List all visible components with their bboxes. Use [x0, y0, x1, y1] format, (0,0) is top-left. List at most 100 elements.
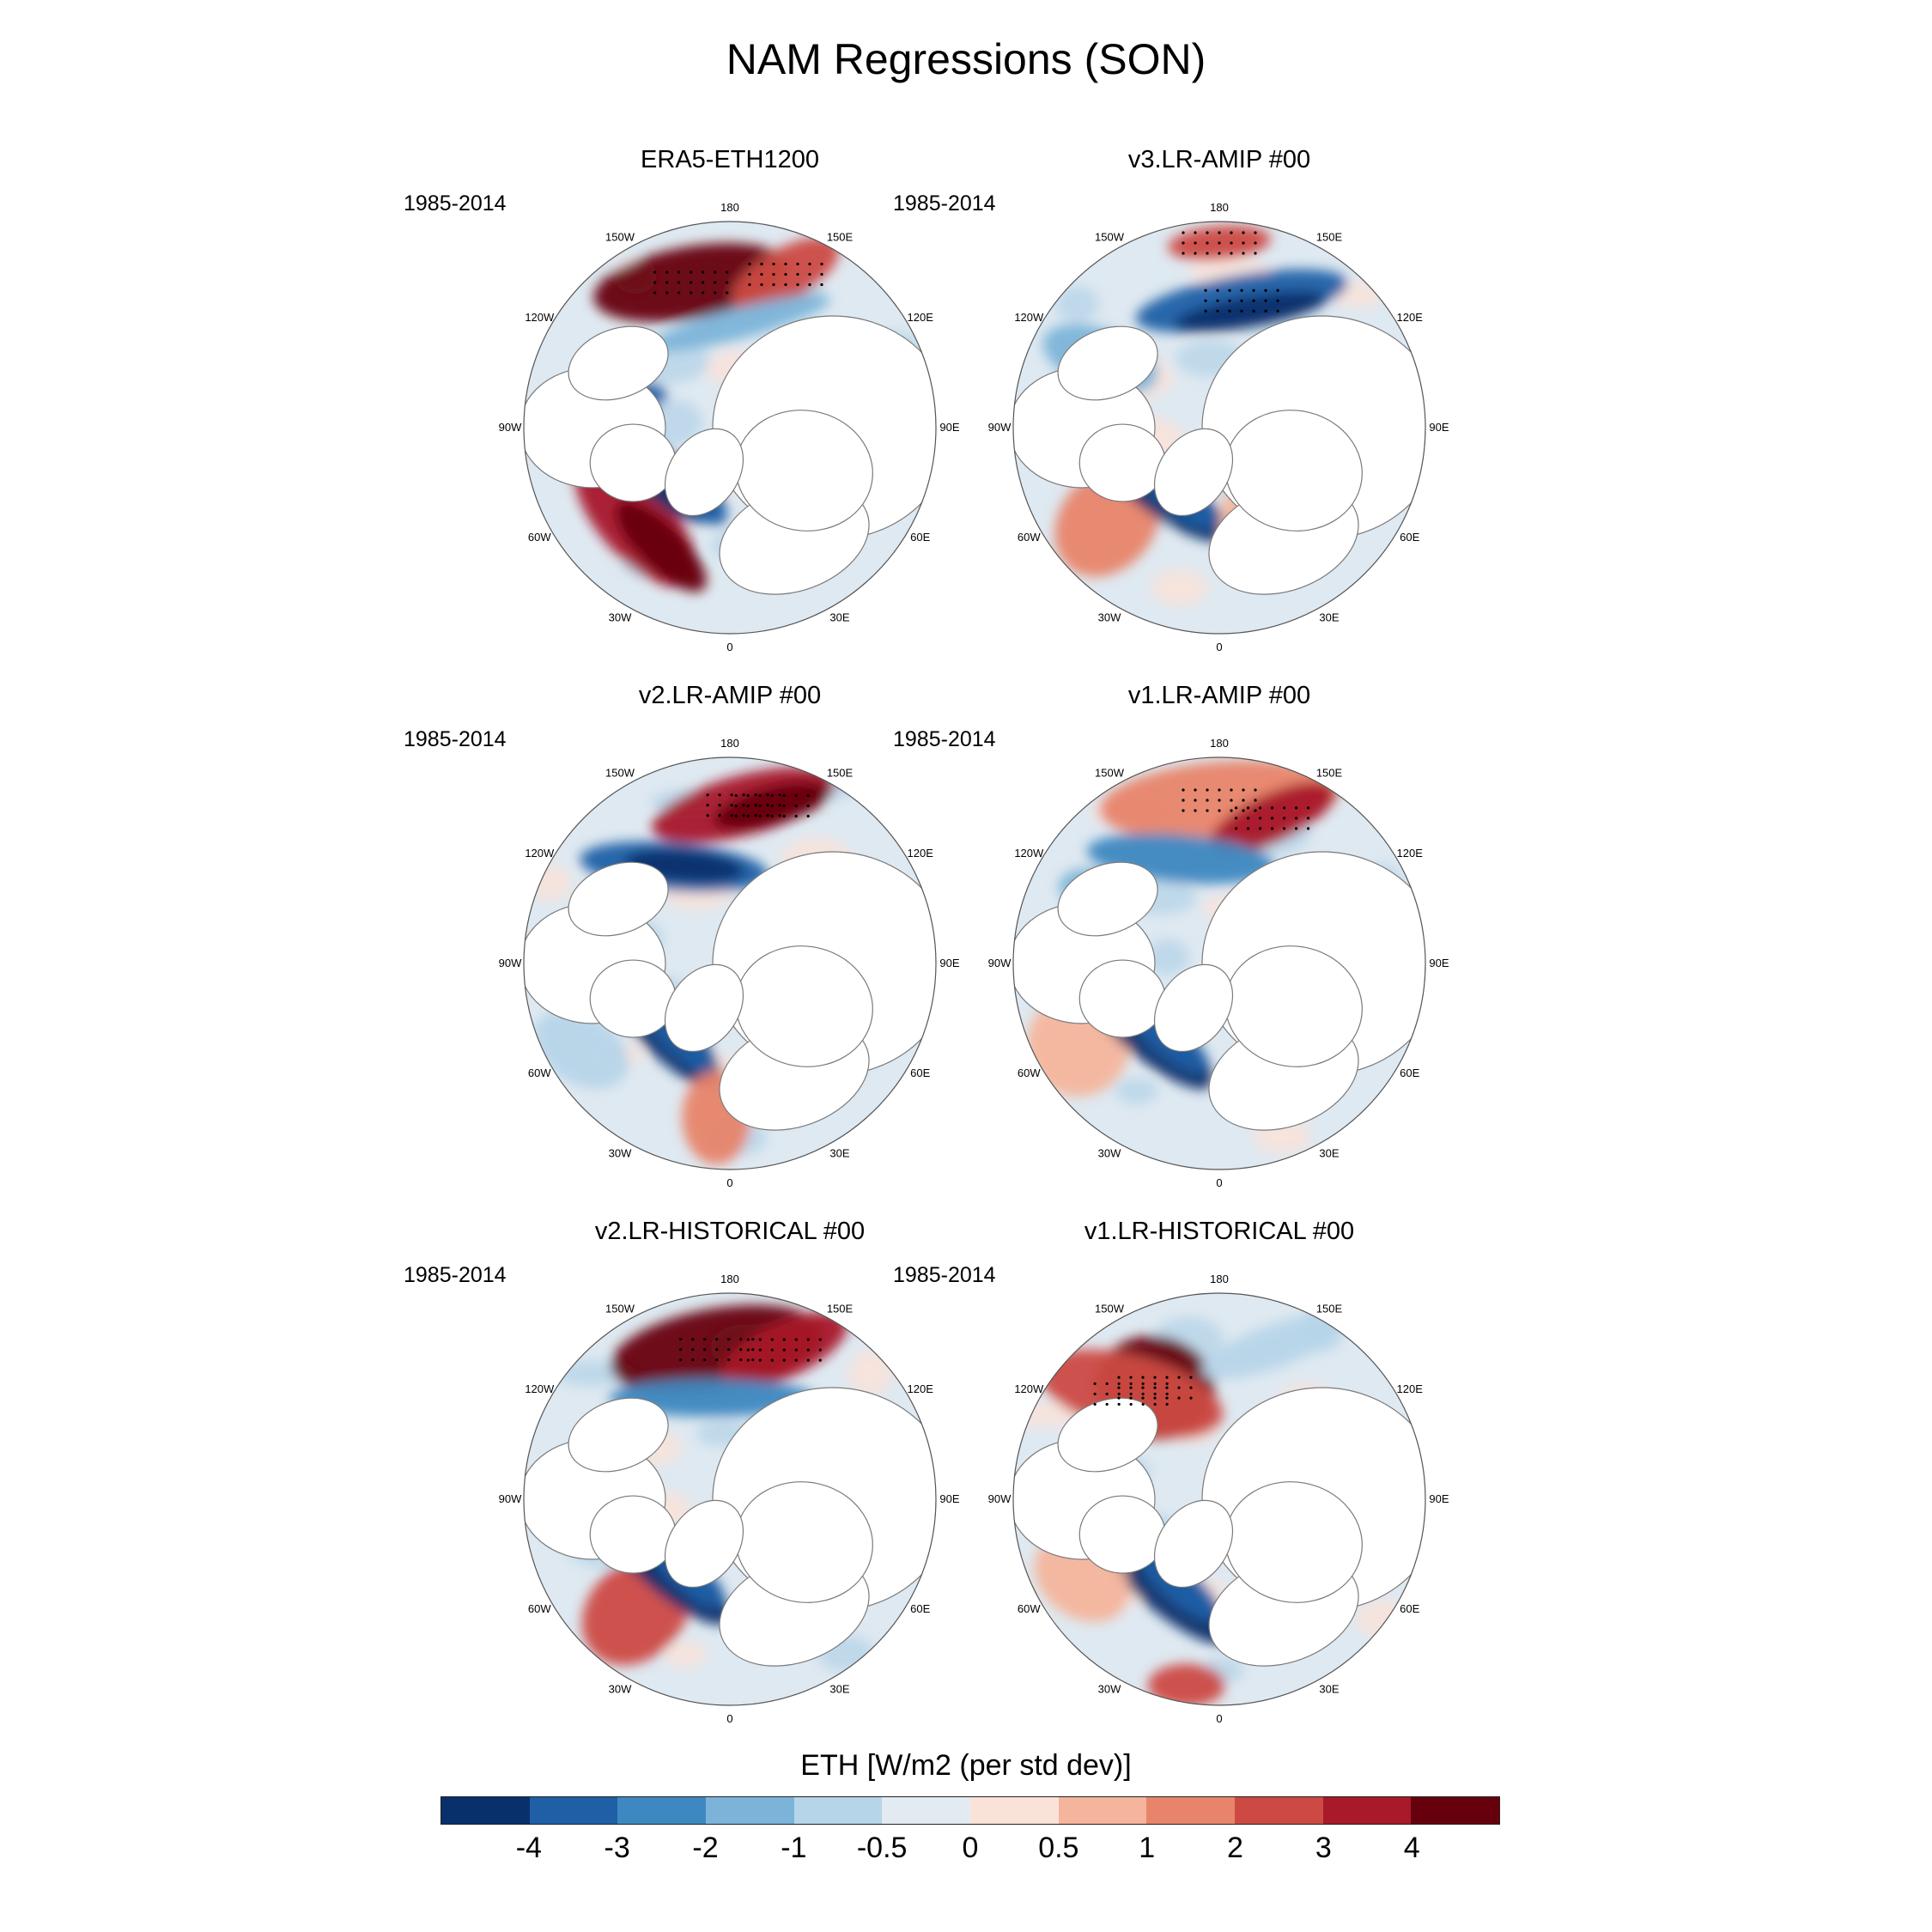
colorbar-swatch: [882, 1797, 971, 1824]
longitude-label: 90W: [988, 421, 1012, 434]
longitude-label: 0: [1216, 1176, 1222, 1189]
polar-map: 180 150E 120E 90E 60E 30E 0 30W 60W 90W 120W 150W: [499, 1273, 960, 1725]
longitude-label: 120W: [525, 847, 555, 860]
longitude-label: 120W: [1014, 847, 1044, 860]
longitude-label: 60W: [1018, 1066, 1041, 1079]
longitude-label: 30W: [1098, 611, 1121, 624]
panel-years: 1985-2014: [404, 191, 507, 216]
longitude-label: 0: [726, 1176, 732, 1189]
colorbar-tick-label: -3: [604, 1832, 630, 1864]
longitude-label: 30W: [1098, 1683, 1121, 1696]
longitude-label: 60W: [528, 1602, 551, 1615]
longitude-label: 0: [1216, 641, 1222, 653]
colorbar-tick-label: 0.5: [1038, 1832, 1079, 1864]
longitude-label: 150W: [1095, 1302, 1125, 1315]
significance-stipple: [1182, 788, 1310, 830]
figure-title: NAM Regressions (SON): [726, 35, 1206, 83]
panel-title: v3.LR-AMIP #00: [1127, 146, 1311, 173]
longitude-label: 120W: [1014, 311, 1044, 324]
longitude-label: 150E: [827, 230, 854, 243]
longitude-label: 90W: [499, 421, 522, 434]
panel-title: v1.LR-HISTORICAL #00: [1084, 1218, 1355, 1245]
polar-map: 180 150E 120E 90E 60E 30E 0 30W 60W 90W 120W 150W: [988, 201, 1449, 653]
longitude-label: 180: [1210, 1273, 1229, 1285]
significance-stipple: [706, 793, 810, 818]
longitude-label: 90W: [499, 957, 522, 969]
colorbar: [440, 1796, 1500, 1825]
longitude-label: 0: [1216, 1712, 1222, 1725]
longitude-label: 90E: [939, 1492, 959, 1505]
colorbar-tick-labels: -4 -3 -2 -1 -0.5 0 0.5 1 2 3 4: [0, 1832, 1932, 1866]
polar-map: 180 150E 120E 90E 60E 30E 0 30W 60W 90W 120W 150W: [988, 1273, 1449, 1725]
map-boundary: [1012, 221, 1426, 635]
longitude-label: 30E: [829, 1147, 849, 1160]
land-mask: [524, 1387, 936, 1667]
significance-stipple: [1093, 1376, 1193, 1406]
panel-years: 1985-2014: [404, 1263, 507, 1287]
panel-years: 1985-2014: [893, 1263, 996, 1287]
longitude-label: 30W: [1098, 1147, 1121, 1160]
significance-stipple: [653, 262, 823, 295]
panel-title: v2.LR-AMIP #00: [638, 682, 822, 709]
panel-title: v2.LR-HISTORICAL #00: [594, 1218, 866, 1245]
longitude-label: 120E: [1397, 1382, 1424, 1395]
longitude-label: 30W: [609, 611, 632, 624]
land-mask: [524, 851, 936, 1131]
colorbar-tick-label: 4: [1403, 1832, 1420, 1864]
map-boundary: [523, 1292, 937, 1706]
longitude-label: 120W: [525, 1382, 555, 1395]
polar-map: 180 150E 120E 90E 60E 30E 0 30W 60W 90W 120W 150W: [988, 737, 1449, 1189]
longitude-label: 30W: [609, 1683, 632, 1696]
map-boundary: [523, 221, 937, 635]
colorbar-tick-label: 0: [962, 1832, 979, 1864]
longitude-label: 90E: [1429, 957, 1449, 969]
colorbar-tick-label: 2: [1227, 1832, 1243, 1864]
colorbar-tick-label: -1: [781, 1832, 807, 1864]
significance-stipple: [1182, 231, 1279, 313]
longitude-label: 180: [1210, 201, 1229, 214]
colorbar-tick-label: -4: [515, 1832, 542, 1864]
colorbar-tick-label: -2: [692, 1832, 719, 1864]
longitude-label: 30E: [829, 1683, 849, 1696]
longitude-label: 150W: [605, 1302, 635, 1315]
longitude-label: 150W: [605, 230, 635, 243]
longitude-label: 90E: [1429, 1492, 1449, 1505]
longitude-label: 180: [720, 1273, 739, 1285]
map-panel-v2-historical: v2.LR-HISTORICAL #00 1985-2014 180 150E 12…: [404, 1218, 970, 1740]
colorbar-swatch: [1322, 1797, 1412, 1824]
longitude-label: 150W: [1095, 230, 1125, 243]
polar-map: 180 150E 120E 90E 60E 30E 0 30W 60W 90W 120W 150W: [499, 737, 960, 1189]
panel-years: 1985-2014: [893, 727, 996, 751]
longitude-label: 120E: [1397, 311, 1424, 324]
longitude-label: 90W: [988, 1492, 1012, 1505]
longitude-label: 150E: [827, 766, 854, 779]
longitude-label: 0: [726, 1712, 732, 1725]
colorbar-swatch: [1146, 1797, 1236, 1824]
map-panel-v1-amip: v1.LR-AMIP #00 1985-2014 180 150E 120E 90E 6…: [893, 682, 1460, 1204]
map-panel-v2-amip: v2.LR-AMIP #00 1985-2014 180 150E 120E 90E 6…: [404, 682, 970, 1204]
longitude-label: 90W: [988, 957, 1012, 969]
longitude-label: 90W: [499, 1492, 522, 1505]
longitude-label: 120E: [1397, 847, 1424, 860]
map-boundary: [1012, 756, 1426, 1170]
longitude-label: 150E: [1316, 1302, 1343, 1315]
land-mask: [1013, 315, 1425, 595]
map-panel-v1-historical: v1.LR-HISTORICAL #00 1985-2014 180 150E 12…: [893, 1218, 1460, 1740]
colorbar-tick-label: 3: [1315, 1832, 1332, 1864]
longitude-label: 30W: [609, 1147, 632, 1160]
polar-map: 180 150E 120E 90E 60E 30E 0 30W 60W 90W 120W 150W: [499, 201, 960, 653]
longitude-label: 60W: [528, 531, 551, 544]
longitude-label: 60W: [1018, 531, 1041, 544]
longitude-label: 90E: [939, 957, 959, 969]
longitude-label: 150W: [1095, 766, 1125, 779]
longitude-label: 60W: [1018, 1602, 1041, 1615]
longitude-label: 120E: [908, 1382, 934, 1395]
longitude-label: 30E: [1319, 1683, 1339, 1696]
longitude-label: 60E: [910, 531, 930, 544]
colorbar-title: ETH [W/m2 (per std dev)]: [800, 1749, 1132, 1782]
longitude-label: 150E: [827, 1302, 854, 1315]
longitude-label: 90E: [1429, 421, 1449, 434]
colorbar-swatch: [1235, 1797, 1323, 1824]
colorbar-swatch: [529, 1797, 618, 1824]
longitude-label: 150E: [1316, 766, 1343, 779]
